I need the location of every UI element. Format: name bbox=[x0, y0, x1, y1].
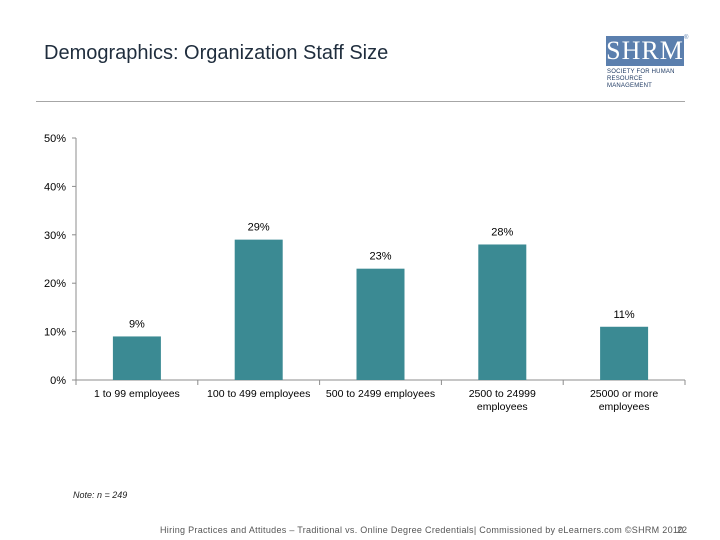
x-category-label: 2500 to 24999 bbox=[469, 388, 536, 400]
footer-text: Hiring Practices and Attitudes – Traditi… bbox=[160, 525, 684, 535]
logo-subtitle: Society for Human Resource Management bbox=[607, 69, 689, 90]
slide-title: Demographics: Organization Staff Size bbox=[44, 42, 389, 64]
y-tick-label: 20% bbox=[44, 278, 66, 290]
sample-note: Note: n = 249 bbox=[73, 490, 128, 500]
y-tick-label: 10% bbox=[44, 327, 66, 339]
logo-subtitle-line1: Society for Human bbox=[607, 69, 675, 75]
bar bbox=[356, 268, 405, 380]
logo-subtitle-line2: Resource Management bbox=[607, 76, 653, 89]
bar-value-label: 28% bbox=[491, 226, 513, 238]
logo-mark: SHRM bbox=[606, 36, 684, 66]
bar bbox=[112, 336, 161, 380]
x-category-label: 100 to 499 employees bbox=[207, 388, 310, 400]
bar bbox=[600, 326, 649, 380]
y-tick-label: 0% bbox=[50, 375, 66, 387]
bar-value-label: 29% bbox=[248, 222, 270, 234]
y-tick-label: 30% bbox=[44, 230, 66, 242]
x-category-label: 500 to 2499 employees bbox=[326, 388, 435, 400]
x-category-label: 25000 or more bbox=[590, 388, 658, 400]
x-category-label: 1 to 99 employees bbox=[94, 388, 180, 400]
y-tick-label: 40% bbox=[44, 181, 66, 193]
bar-value-label: 23% bbox=[369, 251, 391, 263]
x-category-label: employees bbox=[599, 401, 650, 413]
title-divider bbox=[36, 101, 685, 102]
page-number: 22 bbox=[677, 525, 688, 535]
y-tick-label: 50% bbox=[44, 133, 66, 145]
bar bbox=[234, 239, 283, 380]
x-category-label: employees bbox=[477, 401, 528, 413]
bar-value-label: 9% bbox=[129, 318, 145, 330]
bar bbox=[478, 244, 527, 380]
logo-registered-mark: ® bbox=[684, 35, 689, 41]
bar-value-label: 11% bbox=[613, 309, 634, 321]
shrm-logo: SHRM ® Society for Human Resource Manage… bbox=[606, 35, 689, 89]
